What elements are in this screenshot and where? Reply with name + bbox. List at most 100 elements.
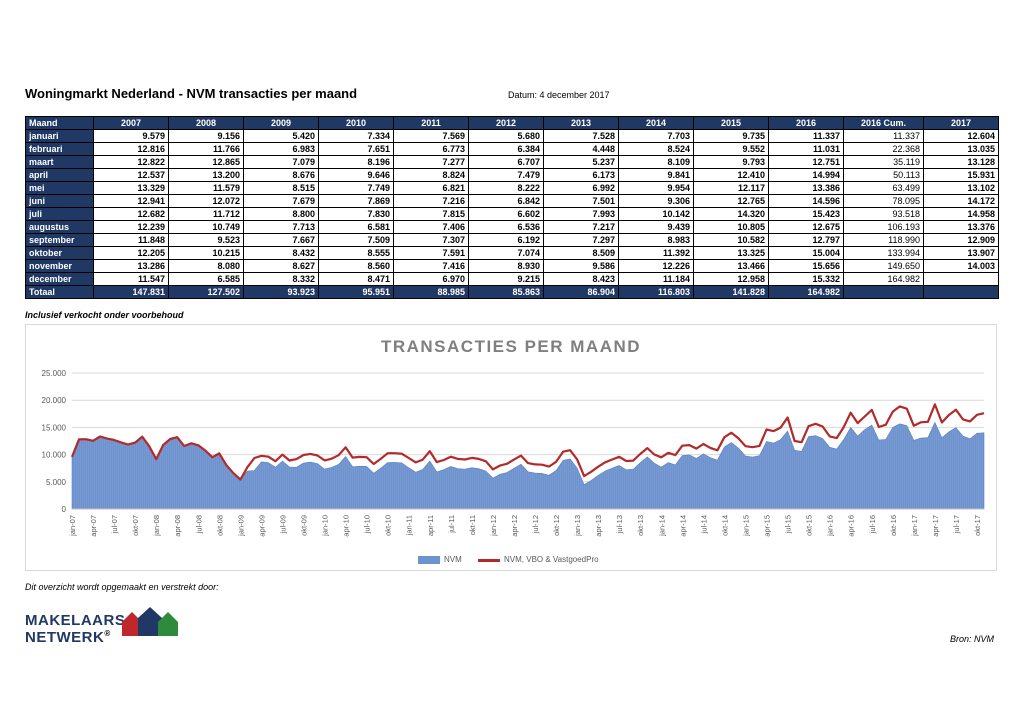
table-cell: 8.676 — [243, 168, 319, 182]
legend-swatch-area — [418, 556, 440, 565]
x-tick-label: apr-16 — [847, 515, 856, 537]
x-tick-label: apr-13 — [594, 515, 603, 537]
table-cell: 9.579 — [93, 129, 169, 143]
total-cell: 88.985 — [393, 285, 469, 299]
table-cell: 11.712 — [168, 207, 244, 221]
table-cell: 50.113 — [843, 168, 924, 182]
table-row: juni 12.941 12.072 7.679 7.869 7.216 6.842 7.50… — [25, 194, 999, 208]
table-cell: 6.192 — [468, 233, 544, 247]
table-cell: 7.993 — [543, 207, 619, 221]
table-cell: 13.386 — [768, 181, 844, 195]
table-cell: 6.602 — [468, 207, 544, 221]
x-tick-label: apr-12 — [510, 515, 519, 537]
table-cell: 14.958 — [923, 207, 999, 221]
table-cell: 7.501 — [543, 194, 619, 208]
x-tick-label: apr-09 — [257, 515, 266, 537]
x-tick-label: jul-08 — [194, 515, 203, 534]
month-label: augustus — [25, 220, 94, 234]
table-row: januari 9.579 9.156 5.420 7.334 7.569 5.680 7.5… — [25, 129, 999, 143]
table-cell: 15.656 — [768, 259, 844, 273]
logo-registered-mark: ® — [104, 629, 111, 638]
table-cell: 7.815 — [393, 207, 469, 221]
table-row: februari 12.816 11.766 6.983 7.651 6.773 6.384… — [25, 142, 999, 156]
x-tick-label: okt-16 — [889, 515, 898, 536]
table-cell: 9.523 — [168, 233, 244, 247]
x-tick-label: apr-14 — [678, 515, 687, 537]
table-row: mei 13.329 11.579 8.515 7.749 6.821 8.222 6.992… — [25, 181, 999, 195]
total-label: Totaal — [25, 285, 94, 299]
table-cell: 6.842 — [468, 194, 544, 208]
column-header: 2012 — [468, 116, 544, 130]
table-cell: 6.773 — [393, 142, 469, 156]
total-cell: 95.951 — [318, 285, 394, 299]
table-cell: 35.119 — [843, 155, 924, 169]
table-cell: 12.797 — [768, 233, 844, 247]
table-row: oktober 12.205 10.215 8.432 8.555 7.591 7.074 8… — [25, 246, 999, 260]
x-tick-label: jul-07 — [110, 515, 119, 534]
table-cell: 14.994 — [768, 168, 844, 182]
x-tick-label: apr-17 — [931, 515, 940, 537]
month-label: juni — [25, 194, 94, 208]
footer-note: Dit overzicht wordt opgemaakt en verstre… — [25, 582, 219, 592]
table-cell: 12.751 — [768, 155, 844, 169]
table-cell: 118.990 — [843, 233, 924, 247]
table-cell: 12.604 — [923, 129, 999, 143]
transactions-table: Maand 2007 2008 2009 2010 2011 2012 2013 2014 201… — [25, 116, 999, 299]
table-cell: 8.432 — [243, 246, 319, 260]
month-label: april — [25, 168, 94, 182]
logo-word-netwerk: NETWERK — [25, 629, 105, 646]
table-cell: 8.824 — [393, 168, 469, 182]
table-cell: 7.479 — [468, 168, 544, 182]
table-cell: 6.384 — [468, 142, 544, 156]
table-cell: 6.173 — [543, 168, 619, 182]
x-tick-label: apr-15 — [763, 515, 772, 537]
table-cell: 5.237 — [543, 155, 619, 169]
table-row: april 12.537 13.200 8.676 9.646 8.824 7.479 6.1… — [25, 168, 999, 182]
table-cell: 9.306 — [618, 194, 694, 208]
table-cell: 9.552 — [693, 142, 769, 156]
table-cell: 7.679 — [243, 194, 319, 208]
table-cell: 12.072 — [168, 194, 244, 208]
chart-title: TRANSACTIES PER MAAND — [380, 337, 642, 356]
table-cell: 6.585 — [168, 272, 244, 286]
table-cell: 12.239 — [93, 220, 169, 234]
table-cell: 14.003 — [923, 259, 999, 273]
column-header: 2009 — [243, 116, 319, 130]
table-cell: 9.735 — [693, 129, 769, 143]
table-cell: 8.509 — [543, 246, 619, 260]
total-row: Totaal 147.831 127.502 93.923 95.951 88.985 85… — [25, 285, 999, 299]
table-cell: 10.805 — [693, 220, 769, 234]
table-cell: 78.095 — [843, 194, 924, 208]
table-cell: 15.931 — [923, 168, 999, 182]
table-cell: 6.707 — [468, 155, 544, 169]
table-cell: 7.416 — [393, 259, 469, 273]
x-tick-label: jan-11 — [405, 515, 414, 536]
x-tick-label: okt-14 — [720, 515, 729, 536]
table-cell: 12.941 — [93, 194, 169, 208]
y-tick-label: 5.000 — [46, 478, 67, 487]
table-cell: 11.184 — [618, 272, 694, 286]
table-cell: 6.821 — [393, 181, 469, 195]
month-label: oktober — [25, 246, 94, 260]
x-tick-label: jan-08 — [152, 515, 161, 537]
table-cell: 9.156 — [168, 129, 244, 143]
table-cell: 10.582 — [693, 233, 769, 247]
table-cell: 15.423 — [768, 207, 844, 221]
table-cell: 13.286 — [93, 259, 169, 273]
page-title: Woningmarkt Nederland - NVM transacties … — [25, 86, 358, 101]
x-tick-label: jan-13 — [573, 515, 582, 537]
y-tick-label: 25.000 — [42, 369, 67, 378]
column-header: 2011 — [393, 116, 469, 130]
table-cell: 7.334 — [318, 129, 394, 143]
x-tick-label: jul-09 — [279, 515, 288, 534]
x-tick-label: okt-08 — [215, 515, 224, 536]
table-cell: 7.079 — [243, 155, 319, 169]
table-cell: 12.675 — [768, 220, 844, 234]
table-cell: 9.215 — [468, 272, 544, 286]
table-cell: 13.329 — [93, 181, 169, 195]
table-cell: 11.579 — [168, 181, 244, 195]
x-tick-label: okt-10 — [384, 515, 393, 536]
x-tick-label: jul-17 — [952, 515, 961, 534]
table-cell: 14.172 — [923, 194, 999, 208]
x-tick-label: jan-16 — [826, 515, 835, 537]
